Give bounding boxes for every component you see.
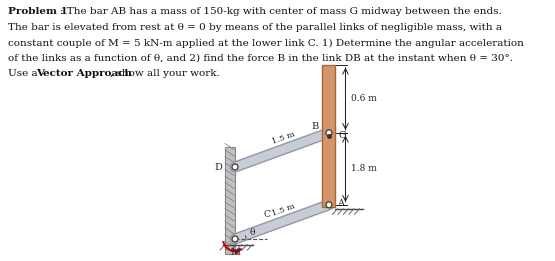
Text: , show all your work.: , show all your work. <box>109 69 219 79</box>
Text: 1.5 m: 1.5 m <box>271 202 296 217</box>
Circle shape <box>326 202 332 208</box>
Text: : The bar AB has a mass of 150-kg with center of mass G midway between the ends.: : The bar AB has a mass of 150-kg with c… <box>60 8 502 16</box>
Text: D: D <box>214 163 222 171</box>
Text: The bar is elevated from rest at θ = 0 by means of the parallel links of negligi: The bar is elevated from rest at θ = 0 b… <box>8 23 502 32</box>
Text: Use a: Use a <box>8 69 41 79</box>
Text: A: A <box>337 199 345 208</box>
Text: 0.6 m: 0.6 m <box>351 94 377 103</box>
Text: 1.5 m: 1.5 m <box>271 130 296 145</box>
Text: G: G <box>339 131 346 140</box>
Text: B: B <box>311 122 319 131</box>
Circle shape <box>232 236 238 242</box>
Text: Vector Approach: Vector Approach <box>37 69 133 79</box>
Circle shape <box>326 130 332 136</box>
Circle shape <box>232 164 238 170</box>
Text: 1.8 m: 1.8 m <box>351 164 377 173</box>
Bar <box>225 147 235 254</box>
Text: of the links as a function of θ, and 2) find the force B in the link DB at the i: of the links as a function of θ, and 2) … <box>8 54 513 63</box>
Text: M: M <box>231 248 241 257</box>
Text: θ: θ <box>249 228 255 237</box>
Bar <box>322 65 335 207</box>
Text: Problem 1: Problem 1 <box>8 8 68 16</box>
Text: constant couple of M = 5 kN-m applied at the lower link C. 1) Determine the angu: constant couple of M = 5 kN-m applied at… <box>8 39 524 48</box>
Text: C: C <box>263 210 270 219</box>
